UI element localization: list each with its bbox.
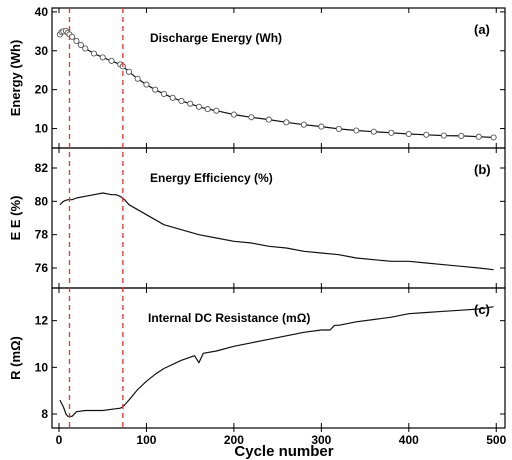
- data-point: [405, 130, 412, 138]
- y-tick-label: 10: [35, 122, 49, 136]
- data-point: [77, 41, 84, 48]
- data-point: [300, 121, 307, 128]
- y-axis-label: E E (%): [8, 196, 23, 241]
- data-point: [248, 114, 255, 121]
- vertical-dashed-lines: [68, 8, 124, 428]
- data-point: [99, 54, 106, 61]
- x-axis-label: Cycle number: [234, 443, 333, 460]
- data-point: [353, 127, 360, 134]
- panel-tag: (a): [474, 22, 490, 37]
- data-point: [134, 75, 141, 82]
- y-tick-label: 30: [35, 44, 49, 58]
- panel-title: Energy Efficiency (%): [150, 171, 273, 185]
- y-tick-label: 12: [35, 314, 49, 328]
- plot-frame: [51, 287, 506, 429]
- data-point: [69, 33, 76, 40]
- x-axis: 0 100 200 300 400 500: [56, 428, 507, 447]
- x-tick-label: 500: [486, 433, 506, 447]
- x-tick-label: 300: [311, 433, 331, 447]
- y-tick-label: 20: [35, 83, 49, 97]
- data-point: [388, 129, 395, 136]
- data-point: [283, 119, 290, 126]
- plot-frame: [51, 147, 506, 289]
- data-point: [73, 38, 80, 45]
- x-tick-label: 0: [56, 433, 63, 447]
- panel-title: Internal DC Resistance (mΩ): [148, 311, 310, 325]
- data-point: [82, 45, 89, 52]
- data-point: [265, 116, 272, 123]
- plot-frame: [51, 7, 506, 149]
- data-point: [160, 90, 167, 97]
- x-tick-label: 400: [399, 433, 419, 447]
- data-point: [108, 57, 115, 64]
- y-tick-label: 8: [41, 407, 48, 421]
- data-point: [490, 134, 497, 141]
- series-line: [59, 192, 494, 271]
- y-axis-label: R (mΩ): [8, 336, 23, 380]
- data-point: [195, 103, 202, 110]
- data-point: [143, 81, 150, 88]
- data-point: [440, 132, 447, 139]
- series-line: [59, 306, 494, 417]
- series-line: [59, 30, 494, 139]
- y-tick-label: 40: [35, 5, 49, 19]
- panel-title: Discharge Energy (Wh): [150, 31, 282, 45]
- data-point: [178, 97, 185, 104]
- data-point: [230, 111, 237, 118]
- data-point: [423, 131, 430, 138]
- data-point: [475, 133, 482, 140]
- data-point: [125, 68, 133, 75]
- data-point: [335, 125, 342, 132]
- data-point: [187, 100, 194, 107]
- panels: 10 20 30 40 Energy (Wh) Discharge Energy (Wh)…: [8, 5, 506, 429]
- x-tick-label: 200: [224, 433, 244, 447]
- y-tick-label: 10: [35, 360, 49, 374]
- chart-panel-2: 76 78 80 82 E E (%) Energy Efficiency (%) (b): [8, 147, 506, 289]
- data-point: [204, 106, 211, 113]
- chart-panel-3: 8 10 12 R (mΩ) Internal DC Resistance (mΩ) (c…: [8, 287, 506, 429]
- data-point: [152, 86, 159, 93]
- y-tick-label: 82: [35, 161, 49, 175]
- data-point: [213, 107, 220, 114]
- chart-panel-1: 10 20 30 40 Energy (Wh) Discharge Energy (Wh)…: [8, 5, 506, 149]
- data-point: [458, 132, 465, 139]
- data-point: [318, 123, 325, 130]
- x-tick-label: 100: [136, 433, 156, 447]
- panel-tag: (c): [474, 302, 490, 317]
- y-tick-label: 76: [35, 261, 49, 275]
- data-point: [90, 50, 98, 57]
- y-axis-label: Energy (Wh): [8, 40, 23, 117]
- data-point: [370, 128, 377, 135]
- y-tick-label: 80: [35, 194, 49, 208]
- data-point: [169, 94, 176, 101]
- panel-tag: (b): [474, 162, 491, 177]
- y-tick-label: 78: [35, 228, 49, 242]
